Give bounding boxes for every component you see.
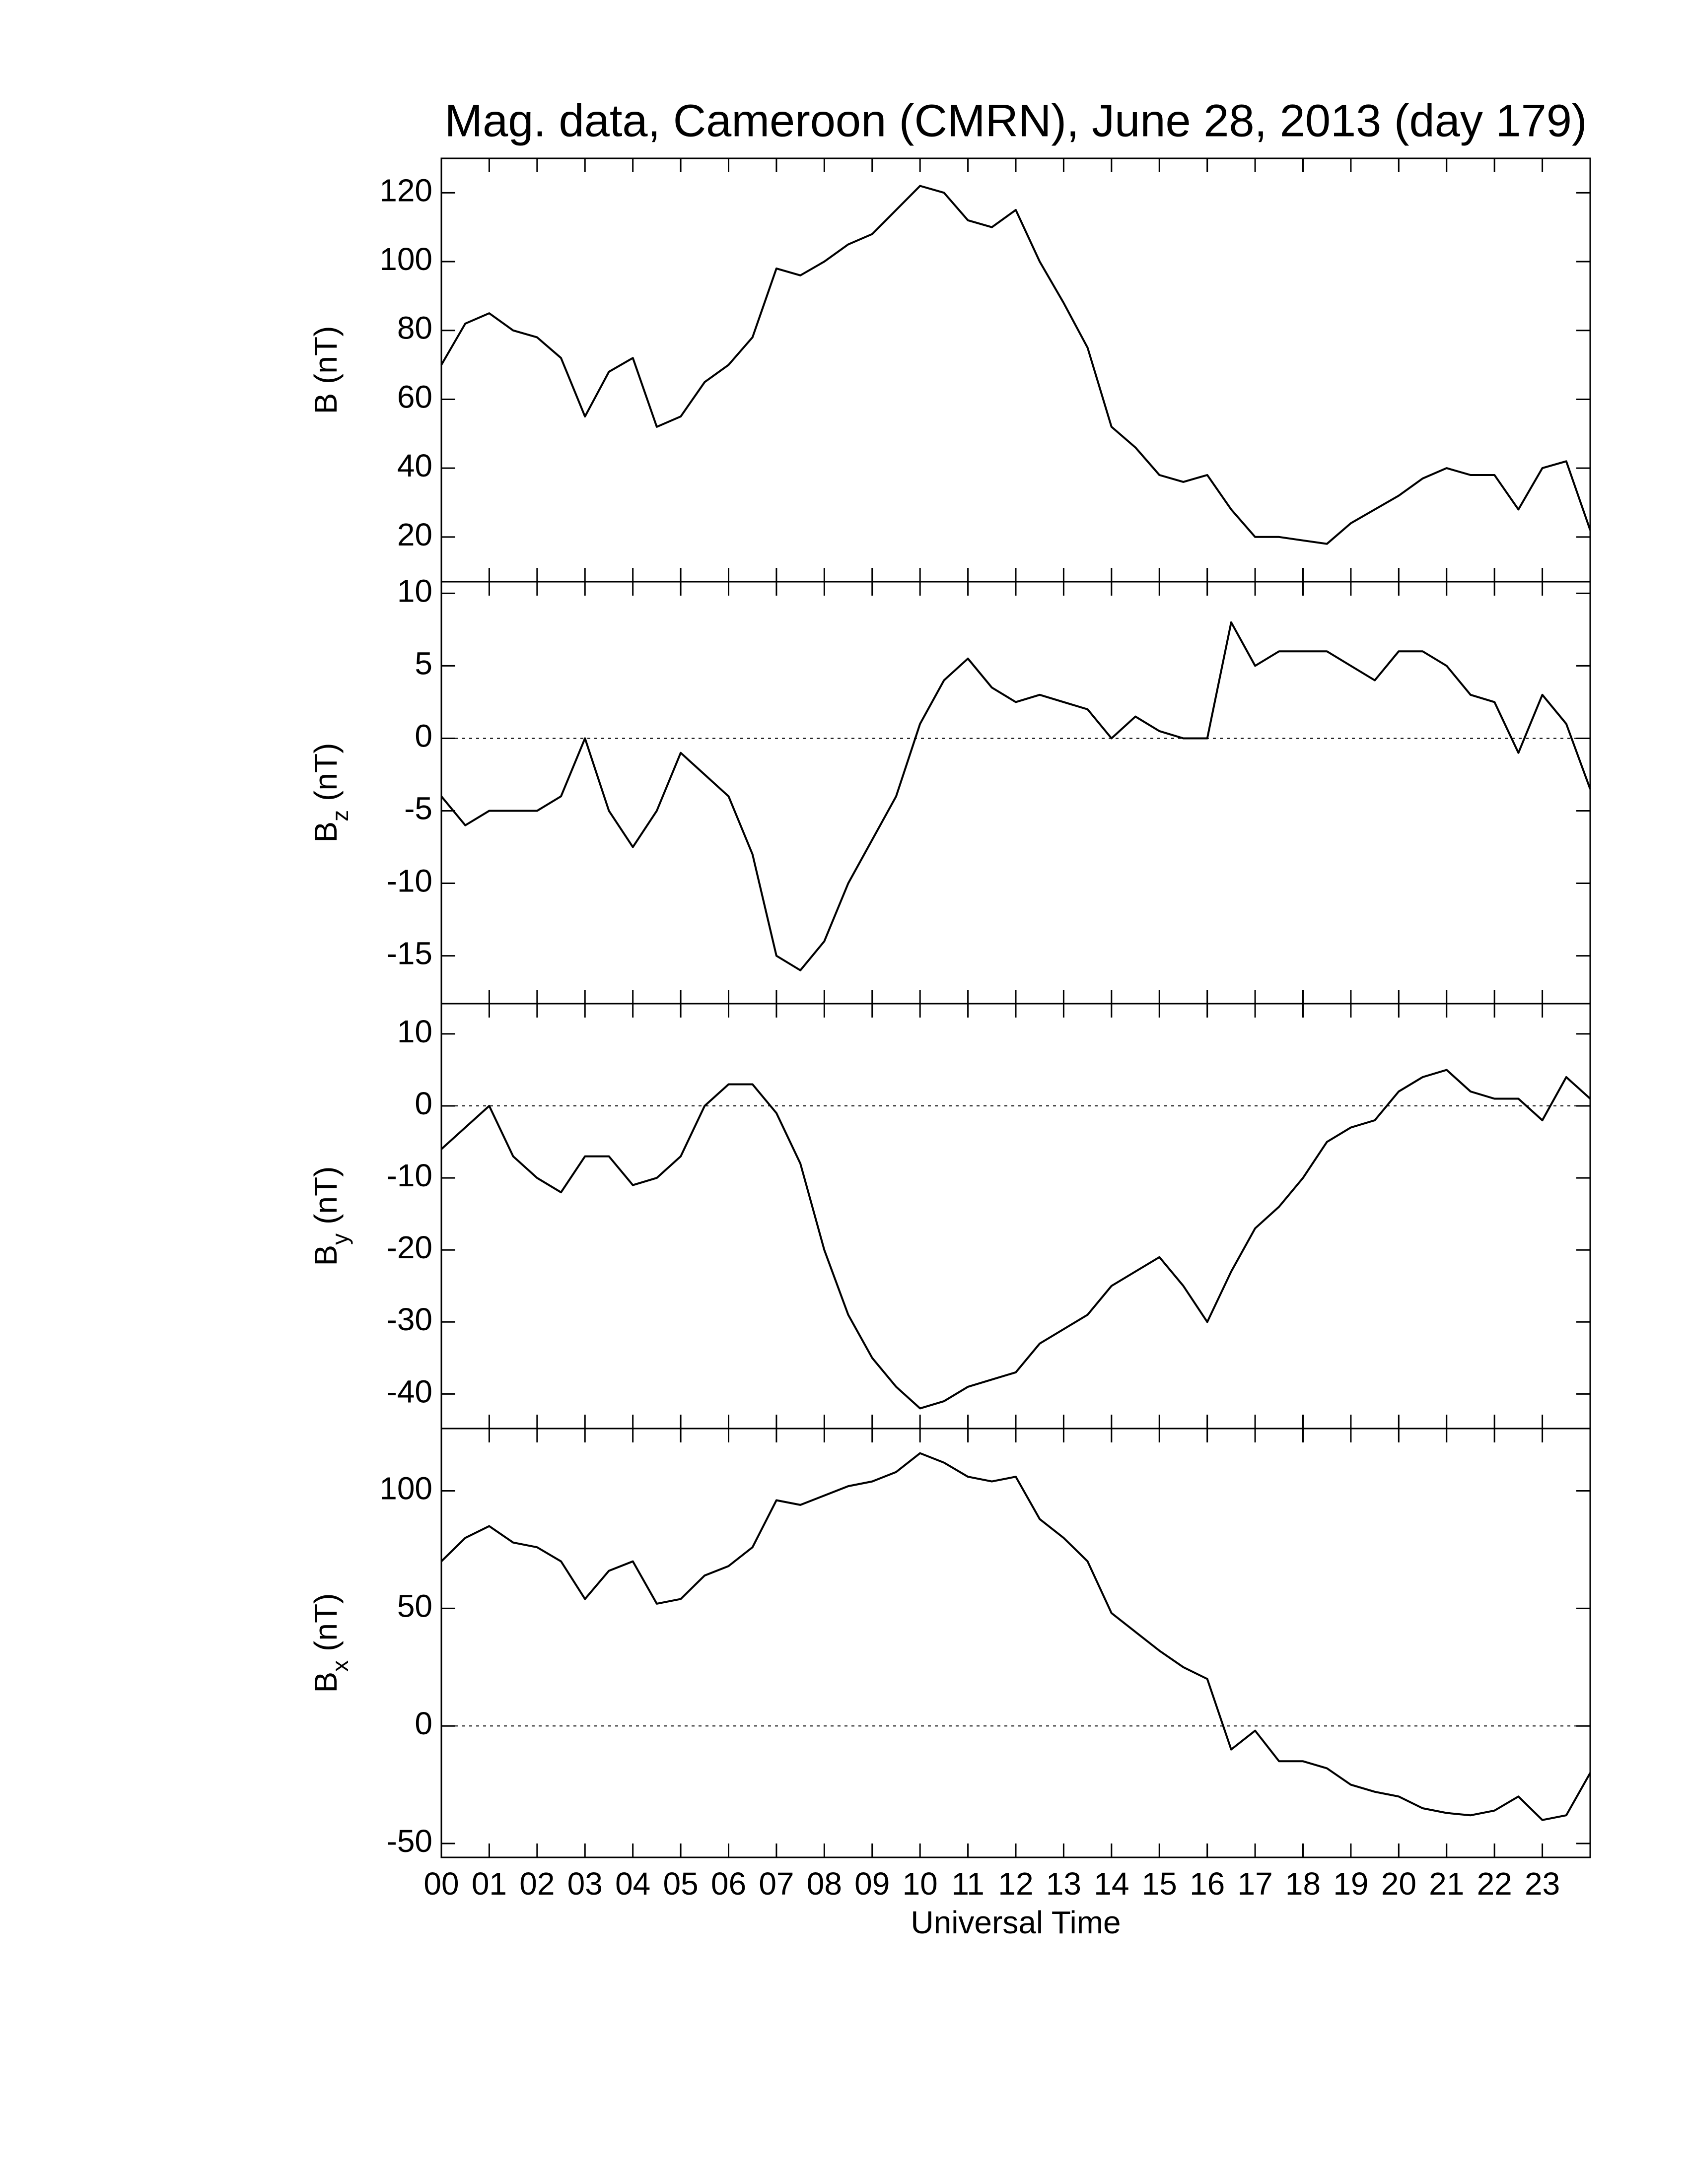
x-tick-label: 17 <box>1237 1866 1272 1902</box>
panel-frame <box>440 1003 1591 1430</box>
y-tick-label: 0 <box>415 1086 432 1121</box>
y-tick-label: 10 <box>397 1014 432 1049</box>
y-tick-label: -20 <box>387 1229 433 1265</box>
chart-title: Mag. data, Cameroon (CMRN), June 28, 201… <box>444 95 1587 146</box>
y-label-main: B <box>308 1245 344 1266</box>
x-tick-label: 06 <box>711 1866 746 1902</box>
y-tick-label: -5 <box>404 790 432 826</box>
y-axis-label: By (nT) <box>308 1166 353 1266</box>
y-tick-label: -40 <box>387 1373 433 1409</box>
x-tick-label: 14 <box>1094 1866 1129 1902</box>
y-tick-label: 60 <box>397 379 432 414</box>
y-axis-label: B (nT) <box>308 326 344 414</box>
y-label-main: B <box>308 1672 344 1693</box>
y-tick-label: 100 <box>379 1470 432 1506</box>
x-tick-label: 22 <box>1477 1866 1512 1902</box>
y-tick-label: 120 <box>379 172 432 208</box>
x-tick-label: 02 <box>519 1866 555 1902</box>
y-tick-label: 10 <box>397 573 432 609</box>
y-tick-label: 0 <box>415 718 432 753</box>
data-line <box>440 1069 1591 1410</box>
x-axis-label: Universal Time <box>911 1905 1121 1940</box>
x-tick-label: 08 <box>807 1866 842 1902</box>
y-label-sub: x <box>327 1660 353 1672</box>
y-tick-label: 40 <box>397 448 432 483</box>
y-label-unit: (nT) <box>308 1593 344 1651</box>
x-tick-label: 03 <box>567 1866 603 1902</box>
x-tick-label: 09 <box>854 1866 890 1902</box>
x-tick-label: 16 <box>1190 1866 1225 1902</box>
y-label-unit: (nT) <box>308 1166 344 1225</box>
y-tick-label: 0 <box>415 1706 432 1741</box>
y-label-main: B <box>308 821 344 843</box>
x-tick-label: 07 <box>759 1866 794 1902</box>
x-tick-label: 15 <box>1142 1866 1177 1902</box>
x-tick-label: 12 <box>998 1866 1033 1902</box>
data-line <box>440 185 1591 545</box>
y-axis-label: Bz (nT) <box>308 743 353 843</box>
x-tick-label: 10 <box>903 1866 938 1902</box>
panel-frame <box>440 581 1591 1005</box>
y-tick-label: 5 <box>415 645 432 681</box>
data-line <box>440 621 1591 971</box>
panel-frame <box>440 1428 1591 1858</box>
x-tick-label: 11 <box>951 1866 984 1902</box>
y-tick-label: -10 <box>387 863 433 898</box>
x-tick-label: 23 <box>1525 1866 1560 1902</box>
y-label-sub: z <box>327 810 353 821</box>
y-tick-label: 80 <box>397 310 432 346</box>
y-tick-label: 100 <box>379 241 432 277</box>
x-tick-label: 04 <box>615 1866 650 1902</box>
x-tick-label: 18 <box>1285 1866 1321 1902</box>
y-label-sub: y <box>327 1233 353 1245</box>
y-tick-label: -50 <box>387 1823 433 1859</box>
y-tick-label: 20 <box>397 517 432 552</box>
y-label-unit: (nT) <box>308 743 344 801</box>
y-tick-label: -10 <box>387 1158 433 1193</box>
y-tick-label: -30 <box>387 1301 433 1337</box>
x-tick-label: 13 <box>1046 1866 1081 1902</box>
data-line <box>440 1452 1591 1821</box>
x-tick-label: 00 <box>423 1866 459 1902</box>
y-axis-label: Bx (nT) <box>308 1593 353 1693</box>
x-tick-label: 05 <box>663 1866 698 1902</box>
x-tick-label: 01 <box>472 1866 507 1902</box>
y-tick-label: -15 <box>387 936 433 971</box>
x-tick-label: 20 <box>1381 1866 1416 1902</box>
x-tick-label: 19 <box>1333 1866 1368 1902</box>
y-tick-label: 50 <box>397 1588 432 1624</box>
x-tick-label: 21 <box>1429 1866 1464 1902</box>
